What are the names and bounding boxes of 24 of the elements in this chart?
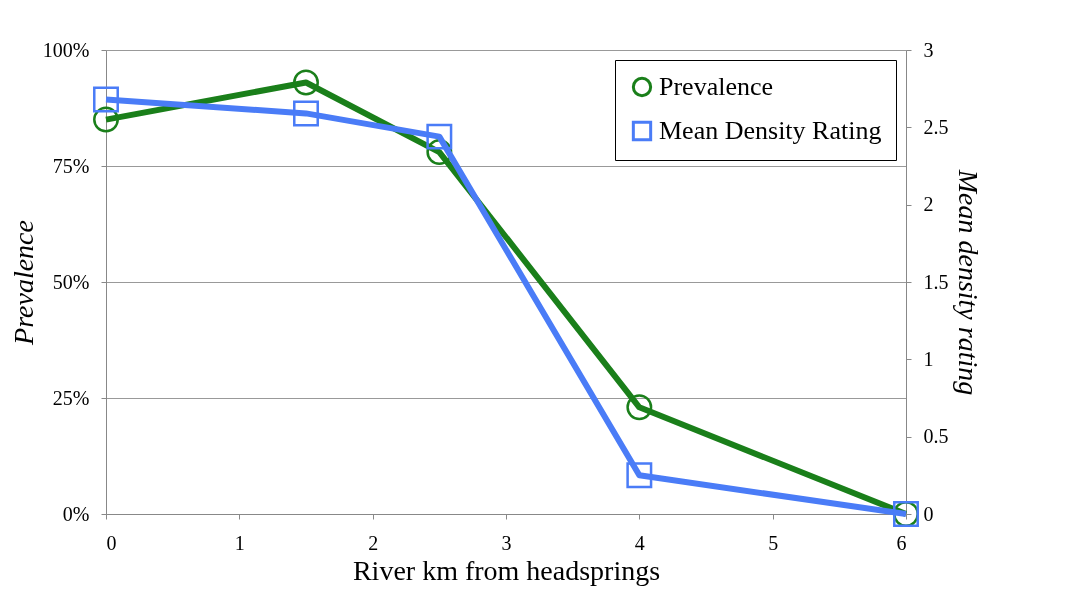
x-axis-title: River km from headsprings: [352, 554, 661, 586]
y2-tick-label: 1: [923, 347, 934, 370]
x-tick-label: 3: [501, 531, 512, 554]
legend-label: Prevalence: [659, 72, 774, 101]
y-tick-label: 75%: [52, 154, 90, 177]
y-axis-title: Prevalence: [7, 220, 39, 346]
legend-label: Mean Density Rating: [659, 116, 882, 145]
x-tick-label: 1: [234, 531, 245, 554]
y-tick-label: 50%: [52, 270, 90, 293]
y2-tick-label: 2.5: [923, 115, 949, 138]
y-tick-label: 0%: [62, 502, 90, 525]
x-tick-label: 4: [634, 531, 645, 554]
y2-axis-title: Mean density rating: [952, 168, 984, 396]
y-tick-label: 25%: [52, 386, 90, 409]
y2-tick-label: 1.5: [923, 270, 949, 293]
x-tick-label: 5: [768, 531, 779, 554]
y2-tick-label: 3: [923, 38, 934, 61]
y2-tick-label: 2: [923, 193, 934, 216]
y2-tick-label: 0: [923, 502, 934, 525]
x-tick-label: 6: [896, 531, 907, 554]
x-tick-label: 0: [106, 531, 117, 554]
y-tick-label: 100%: [42, 38, 90, 61]
y2-tick-label: 0.5: [923, 425, 949, 448]
x-tick-label: 2: [368, 531, 379, 554]
